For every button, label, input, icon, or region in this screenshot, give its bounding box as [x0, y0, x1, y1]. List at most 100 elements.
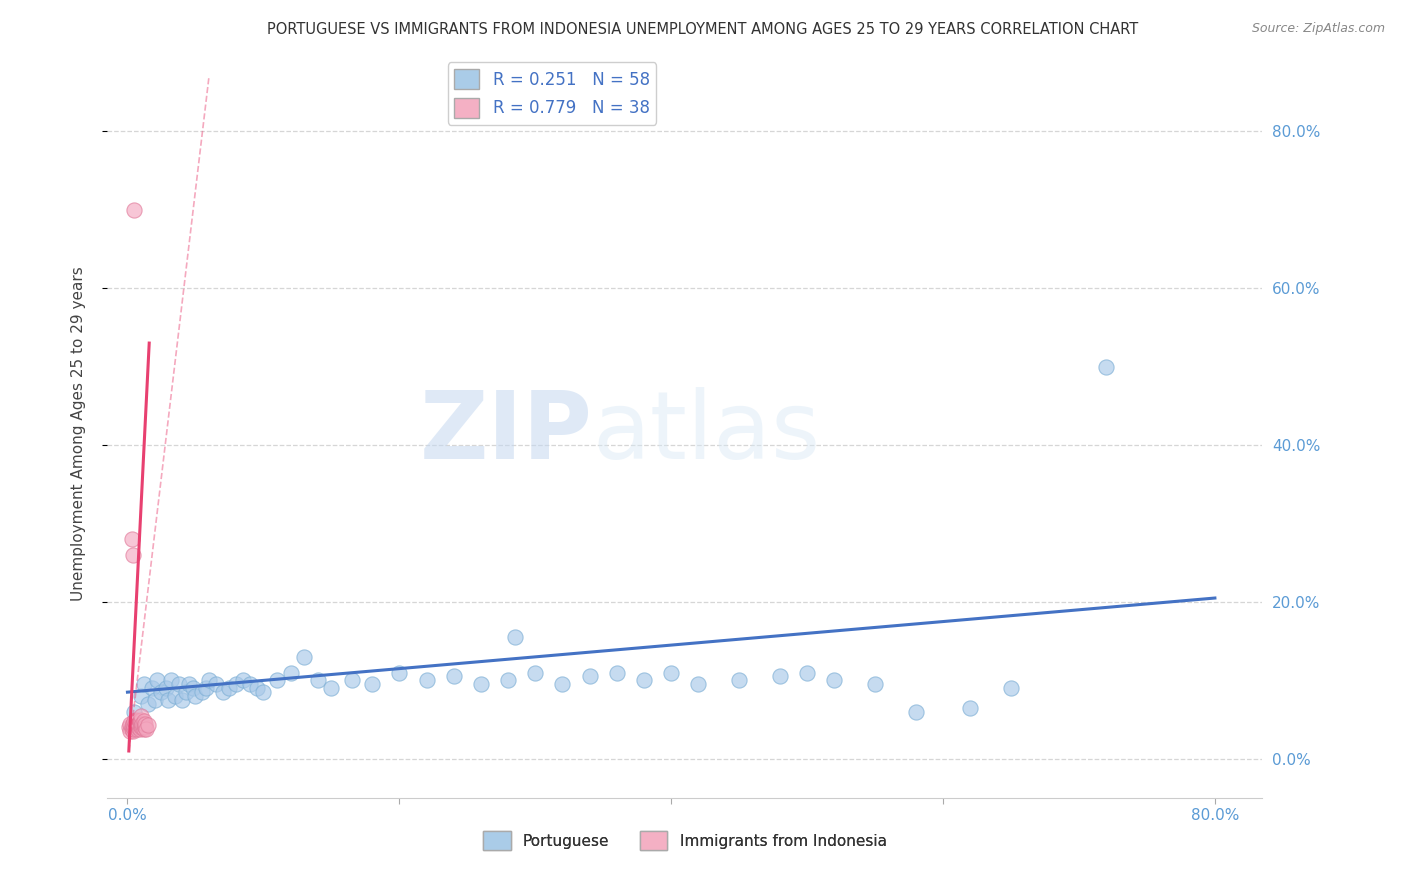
Point: [204, 677, 226, 691]
Point: [181, 681, 204, 696]
Point: [503, 630, 526, 644]
Point: [122, 721, 145, 735]
Point: [122, 716, 145, 731]
Point: [307, 673, 329, 688]
Point: [134, 721, 156, 735]
Point: [155, 681, 177, 696]
Point: [496, 673, 519, 688]
Point: [131, 721, 153, 735]
Point: [132, 722, 155, 736]
Point: [266, 673, 288, 688]
Point: [388, 665, 411, 680]
Point: [125, 722, 148, 736]
Point: [121, 532, 143, 546]
Point: [132, 714, 155, 729]
Point: [340, 673, 363, 688]
Point: [129, 716, 152, 731]
Point: [129, 708, 152, 723]
Point: [246, 681, 269, 696]
Point: [131, 716, 153, 731]
Point: [321, 681, 343, 696]
Point: [769, 669, 792, 683]
Point: [177, 677, 200, 691]
Point: [129, 713, 152, 727]
Point: [129, 721, 152, 735]
Point: [120, 724, 142, 739]
Point: [292, 649, 315, 664]
Point: [195, 681, 218, 696]
Point: [141, 681, 163, 696]
Point: [1000, 681, 1022, 696]
Point: [127, 716, 149, 731]
Point: [146, 673, 169, 688]
Point: [218, 681, 240, 696]
Point: [524, 665, 547, 680]
Point: [163, 689, 186, 703]
Point: [124, 721, 146, 735]
Point: [728, 673, 751, 688]
Point: [225, 677, 247, 691]
Point: [122, 724, 145, 739]
Point: [904, 705, 927, 719]
Point: [134, 716, 156, 731]
Point: [252, 685, 274, 699]
Point: [129, 689, 152, 703]
Point: [122, 714, 145, 729]
Point: [125, 714, 148, 729]
Point: [184, 689, 207, 703]
Text: Source: ZipAtlas.com: Source: ZipAtlas.com: [1251, 22, 1385, 36]
Point: [578, 669, 600, 683]
Point: [136, 697, 159, 711]
Point: [167, 677, 190, 691]
Point: [121, 722, 143, 736]
Point: [415, 673, 437, 688]
Point: [136, 718, 159, 732]
Point: [120, 716, 142, 731]
Point: [1095, 359, 1118, 374]
Point: [659, 665, 682, 680]
Point: [280, 665, 302, 680]
Point: [121, 719, 143, 733]
Point: [633, 673, 655, 688]
Text: PORTUGUESE VS IMMIGRANTS FROM INDONESIA UNEMPLOYMENT AMONG AGES 25 TO 29 YEARS C: PORTUGUESE VS IMMIGRANTS FROM INDONESIA …: [267, 22, 1139, 37]
Point: [128, 718, 150, 732]
Point: [796, 665, 818, 680]
Point: [470, 677, 492, 691]
Point: [959, 701, 981, 715]
Point: [135, 722, 157, 736]
Point: [174, 685, 197, 699]
Point: [239, 677, 262, 691]
Point: [232, 673, 254, 688]
Y-axis label: Unemployment Among Ages 25 to 29 years: Unemployment Among Ages 25 to 29 years: [72, 266, 86, 600]
Point: [823, 673, 845, 688]
Point: [124, 716, 146, 731]
Point: [122, 705, 145, 719]
Point: [122, 719, 145, 733]
Point: [122, 202, 145, 217]
Point: [160, 673, 183, 688]
Point: [122, 722, 145, 736]
Point: [128, 722, 150, 736]
Point: [127, 721, 149, 735]
Text: ZIP: ZIP: [419, 387, 592, 479]
Point: [211, 685, 233, 699]
Text: atlas: atlas: [592, 387, 821, 479]
Point: [551, 677, 574, 691]
Point: [143, 693, 166, 707]
Legend: Portuguese, Immigrants from Indonesia: Portuguese, Immigrants from Indonesia: [477, 825, 893, 856]
Point: [132, 677, 155, 691]
Point: [443, 669, 465, 683]
Point: [606, 665, 628, 680]
Point: [128, 714, 150, 729]
Point: [150, 685, 173, 699]
Point: [122, 548, 145, 562]
Point: [170, 693, 193, 707]
Point: [132, 718, 155, 732]
Point: [688, 677, 710, 691]
Point: [125, 718, 148, 732]
Point: [863, 677, 886, 691]
Point: [124, 713, 146, 727]
Point: [361, 677, 384, 691]
Point: [191, 685, 214, 699]
Point: [157, 693, 180, 707]
